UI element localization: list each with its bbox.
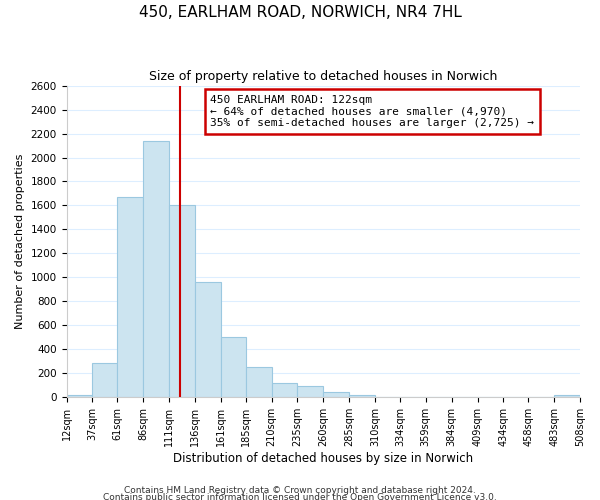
Bar xyxy=(169,206,195,398)
Bar xyxy=(221,337,245,398)
Bar xyxy=(195,282,221,398)
Text: Contains public sector information licensed under the Open Government Licence v3: Contains public sector information licen… xyxy=(103,494,497,500)
Bar xyxy=(323,392,349,398)
Y-axis label: Number of detached properties: Number of detached properties xyxy=(15,154,25,329)
Bar xyxy=(272,383,298,398)
Bar xyxy=(117,197,143,398)
Bar xyxy=(298,386,323,398)
X-axis label: Distribution of detached houses by size in Norwich: Distribution of detached houses by size … xyxy=(173,452,473,465)
Bar xyxy=(554,395,580,398)
Text: Contains HM Land Registry data © Crown copyright and database right 2024.: Contains HM Land Registry data © Crown c… xyxy=(124,486,476,495)
Title: Size of property relative to detached houses in Norwich: Size of property relative to detached ho… xyxy=(149,70,497,83)
Bar xyxy=(67,395,92,398)
Bar xyxy=(92,362,117,398)
Bar xyxy=(400,396,426,398)
Text: 450, EARLHAM ROAD, NORWICH, NR4 7HL: 450, EARLHAM ROAD, NORWICH, NR4 7HL xyxy=(139,5,461,20)
Text: 450 EARLHAM ROAD: 122sqm
← 64% of detached houses are smaller (4,970)
35% of sem: 450 EARLHAM ROAD: 122sqm ← 64% of detach… xyxy=(210,95,534,128)
Bar xyxy=(375,396,400,398)
Bar xyxy=(349,395,375,398)
Bar xyxy=(143,140,169,398)
Bar xyxy=(426,396,452,398)
Bar xyxy=(245,368,272,398)
